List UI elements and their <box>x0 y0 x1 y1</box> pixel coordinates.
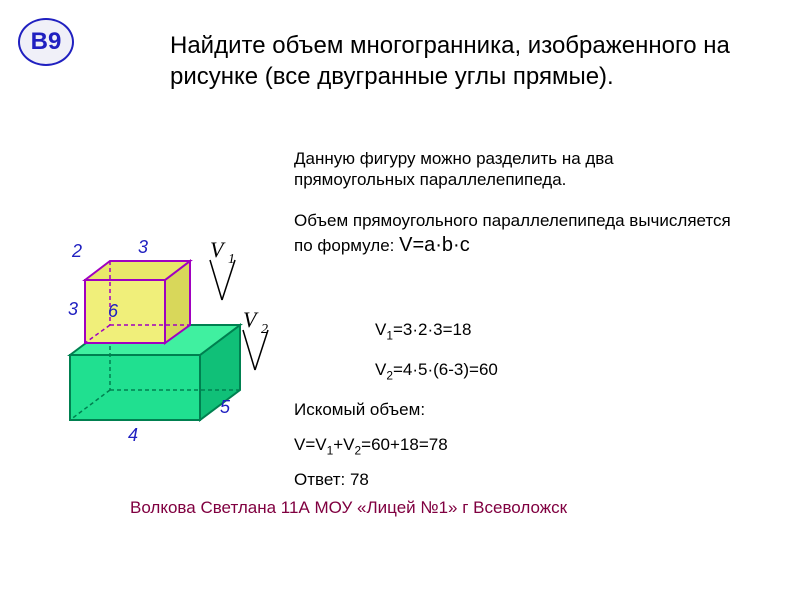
dim-bottom-d: 4 <box>128 425 138 445</box>
author-credit: Волкова Светлана 11А МОУ «Лицей №1» г Вс… <box>130 498 567 518</box>
v1-line-1 <box>210 260 222 300</box>
calc-vtotal: V=V1+V2=60+18=78 <box>294 435 448 457</box>
v2-line-1 <box>243 330 255 370</box>
problem-badge: B9 <box>18 18 74 66</box>
formula: V=a·b·c <box>399 234 470 256</box>
v1-label: V <box>210 237 226 262</box>
figure-svg: 2 3 3 6 5 4 V 1 V 2 <box>30 195 276 455</box>
calc-v1: V1=3·2·3=18 <box>375 320 471 342</box>
dim-bottom-w: 5 <box>220 397 231 417</box>
v1-sub: 1 <box>228 252 235 267</box>
dim-top-h: 3 <box>68 299 78 319</box>
v2-sub: 2 <box>261 322 268 337</box>
formula-prefix: Объем прямоугольного параллелепипеда выч… <box>294 211 731 255</box>
calc-answer: Ответ: 78 <box>294 470 369 490</box>
explanation-1: Данную фигуру можно разделить на два пря… <box>294 148 734 191</box>
dim-top-w: 3 <box>138 237 148 257</box>
problem-title: Найдите объем многогранника, изображенно… <box>170 30 730 92</box>
dim-bottom-h: 6 <box>108 301 119 321</box>
calc-v2: V2=4·5·(6-3)=60 <box>375 360 498 382</box>
bottom-front <box>70 355 200 420</box>
v2-label: V <box>243 307 259 332</box>
badge-label: B9 <box>31 28 62 56</box>
calc-label-total: Искомый объем: <box>294 400 425 420</box>
explanation-2: Объем прямоугольного параллелепипеда выч… <box>294 210 734 258</box>
dim-top-d: 2 <box>71 241 82 261</box>
polyhedron-figure: 2 3 3 6 5 4 V 1 V 2 <box>30 195 276 455</box>
